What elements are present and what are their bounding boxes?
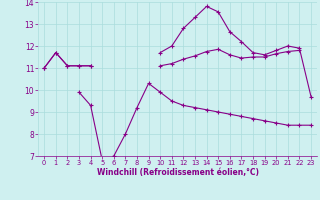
X-axis label: Windchill (Refroidissement éolien,°C): Windchill (Refroidissement éolien,°C) [97,168,259,177]
